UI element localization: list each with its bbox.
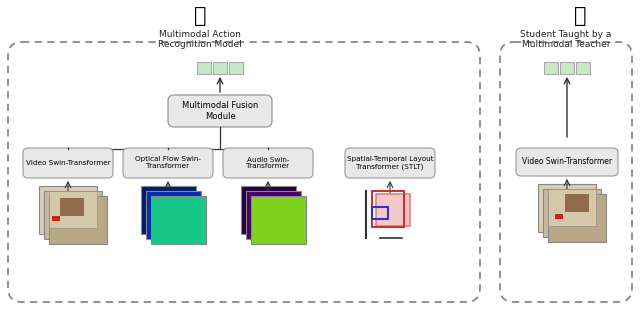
Text: Optical Flow Swin-
Transformer: Optical Flow Swin- Transformer bbox=[135, 157, 201, 169]
Bar bbox=[197, 62, 211, 74]
Bar bbox=[548, 189, 596, 226]
Bar bbox=[543, 189, 601, 237]
Text: Multimodal Action
Recognition Model: Multimodal Action Recognition Model bbox=[158, 30, 242, 49]
Bar bbox=[372, 207, 388, 219]
Text: Video Swin-Transformer: Video Swin-Transformer bbox=[522, 158, 612, 167]
Text: Spatial-Temporal Layout
Transformer (STLT): Spatial-Temporal Layout Transformer (STL… bbox=[347, 156, 433, 170]
Bar bbox=[39, 186, 97, 234]
Bar bbox=[229, 62, 243, 74]
Bar bbox=[60, 198, 84, 216]
Text: Student Taught by a
Multimodal Teacher: Student Taught by a Multimodal Teacher bbox=[520, 30, 612, 49]
FancyBboxPatch shape bbox=[23, 148, 113, 178]
Bar bbox=[49, 191, 97, 228]
Bar bbox=[150, 196, 205, 244]
FancyBboxPatch shape bbox=[223, 148, 313, 178]
Bar bbox=[246, 191, 301, 239]
Bar bbox=[49, 196, 107, 244]
Bar bbox=[555, 214, 563, 219]
Bar bbox=[376, 194, 410, 226]
Text: Video Swin-Transformer: Video Swin-Transformer bbox=[26, 160, 110, 166]
Bar bbox=[576, 62, 590, 74]
Bar bbox=[250, 196, 305, 244]
FancyBboxPatch shape bbox=[168, 95, 272, 127]
FancyBboxPatch shape bbox=[123, 148, 213, 178]
Bar bbox=[141, 186, 195, 234]
Bar bbox=[145, 191, 200, 239]
Text: 🦔: 🦔 bbox=[194, 6, 206, 26]
Text: 🐆: 🐆 bbox=[573, 6, 586, 26]
Bar bbox=[213, 62, 227, 74]
FancyBboxPatch shape bbox=[345, 148, 435, 178]
Bar bbox=[548, 194, 606, 242]
Bar bbox=[44, 191, 102, 239]
Text: Audio Swin-
Transformer: Audio Swin- Transformer bbox=[246, 157, 289, 169]
FancyBboxPatch shape bbox=[516, 148, 618, 176]
Bar bbox=[372, 191, 404, 227]
Bar bbox=[544, 62, 558, 74]
Bar bbox=[538, 184, 596, 232]
Bar bbox=[560, 62, 574, 74]
Bar bbox=[52, 216, 60, 221]
Bar bbox=[241, 186, 296, 234]
Bar bbox=[565, 194, 589, 212]
Text: Multimodal Fusion
Module: Multimodal Fusion Module bbox=[182, 101, 258, 121]
